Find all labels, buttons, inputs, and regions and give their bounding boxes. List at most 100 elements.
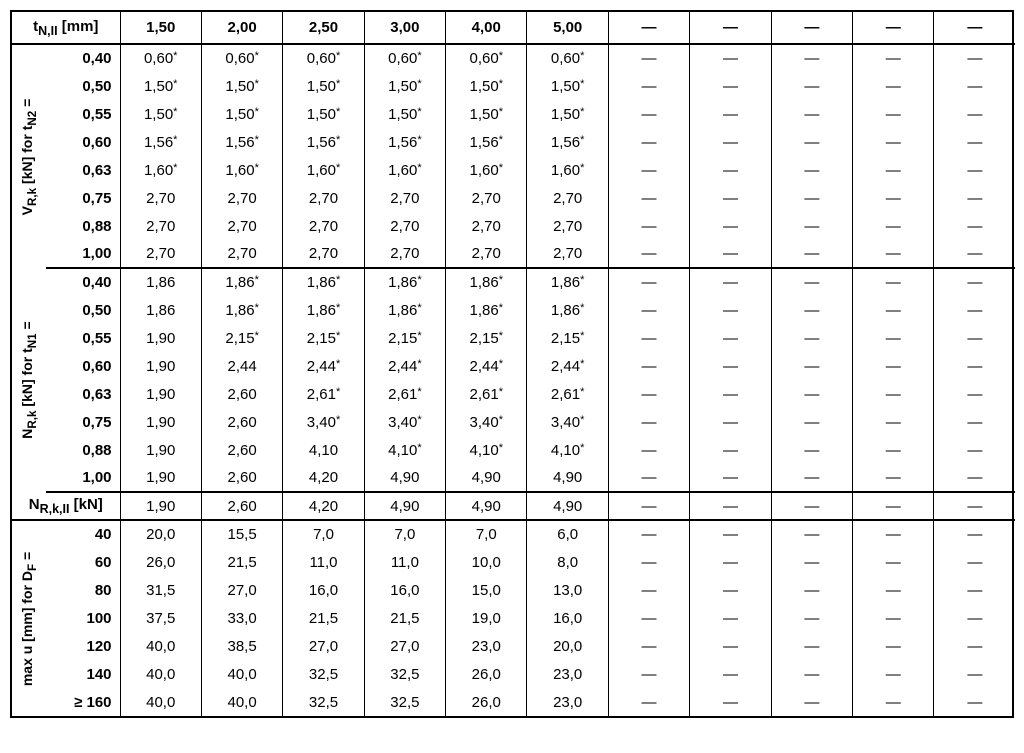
cell: — — [608, 296, 689, 324]
cell: — — [771, 408, 852, 436]
cell: 1,86* — [283, 296, 364, 324]
cell: 1,50* — [283, 100, 364, 128]
header-col: 2,50 — [283, 12, 364, 44]
cell: 1,86* — [201, 268, 282, 296]
row-label: 0,75 — [46, 408, 120, 436]
cell: — — [853, 632, 934, 660]
cell: — — [690, 492, 771, 520]
cell: 2,70 — [201, 184, 282, 212]
cell: 1,60* — [201, 156, 282, 184]
cell: — — [608, 100, 689, 128]
cell: 1,50* — [120, 100, 201, 128]
cell: — — [690, 268, 771, 296]
cell: — — [934, 352, 1015, 380]
header-col: 3,00 — [364, 12, 445, 44]
cell: 4,90 — [364, 464, 445, 492]
cell: — — [771, 548, 852, 576]
cell: — — [690, 548, 771, 576]
cell: — — [690, 44, 771, 72]
cell: 2,70 — [527, 240, 608, 268]
cell: — — [853, 100, 934, 128]
cell: — — [690, 408, 771, 436]
cell: 1,86* — [446, 296, 527, 324]
cell: 3,40* — [446, 408, 527, 436]
cell: — — [934, 324, 1015, 352]
cell: 2,60 — [201, 492, 282, 520]
cell: 37,5 — [120, 604, 201, 632]
cell: — — [853, 604, 934, 632]
row-label: 0,55 — [46, 100, 120, 128]
cell: 1,56* — [446, 128, 527, 156]
cell: — — [608, 492, 689, 520]
cell: 1,90 — [120, 464, 201, 492]
cell: 21,5 — [201, 548, 282, 576]
cell: 15,5 — [201, 520, 282, 548]
cell: 3,40* — [283, 408, 364, 436]
cell: — — [934, 268, 1015, 296]
cell: — — [853, 44, 934, 72]
row-label: 1,00 — [46, 240, 120, 268]
cell: 32,5 — [364, 688, 445, 716]
cell: 26,0 — [446, 660, 527, 688]
cell: — — [608, 380, 689, 408]
cell: 4,90 — [527, 492, 608, 520]
cell: 2,15* — [364, 324, 445, 352]
header-col: — — [608, 12, 689, 44]
cell: — — [934, 604, 1015, 632]
cell: 4,90 — [446, 492, 527, 520]
cell: 7,0 — [283, 520, 364, 548]
cell: — — [934, 72, 1015, 100]
cell: — — [934, 408, 1015, 436]
cell: 1,90 — [120, 380, 201, 408]
cell: 2,70 — [364, 184, 445, 212]
cell: — — [771, 660, 852, 688]
cell: — — [608, 604, 689, 632]
cell: 1,56* — [527, 128, 608, 156]
cell: 2,70 — [527, 184, 608, 212]
cell: — — [771, 212, 852, 240]
cell: — — [771, 128, 852, 156]
cell: — — [608, 44, 689, 72]
cell: — — [771, 268, 852, 296]
cell: — — [608, 156, 689, 184]
cell: 1,60* — [120, 156, 201, 184]
row-label: 60 — [46, 548, 120, 576]
cell: 1,60* — [446, 156, 527, 184]
cell: 2,15* — [446, 324, 527, 352]
cell: 40,0 — [201, 660, 282, 688]
cell: — — [771, 72, 852, 100]
cell: — — [690, 576, 771, 604]
cell: 2,44* — [283, 352, 364, 380]
cell: 1,50* — [283, 72, 364, 100]
header-col: 5,00 — [527, 12, 608, 44]
cell: 21,5 — [364, 604, 445, 632]
cell: — — [853, 520, 934, 548]
header-label: tN,II [mm] — [12, 12, 120, 44]
cell: — — [934, 184, 1015, 212]
cell: — — [853, 352, 934, 380]
cell: 11,0 — [364, 548, 445, 576]
cell: 2,44 — [201, 352, 282, 380]
cell: 1,90 — [120, 408, 201, 436]
cell: — — [608, 240, 689, 268]
cell: — — [853, 212, 934, 240]
cell: 2,15* — [201, 324, 282, 352]
cell: — — [934, 548, 1015, 576]
cell: — — [853, 72, 934, 100]
cell: — — [771, 184, 852, 212]
header-col: — — [690, 12, 771, 44]
cell: 2,60 — [201, 436, 282, 464]
cell: — — [934, 436, 1015, 464]
cell: 1,90 — [120, 436, 201, 464]
cell: 1,86* — [364, 268, 445, 296]
cell: 23,0 — [446, 632, 527, 660]
cell: 4,10* — [527, 436, 608, 464]
cell: — — [853, 268, 934, 296]
cell: — — [608, 408, 689, 436]
cell: — — [934, 380, 1015, 408]
cell: 10,0 — [446, 548, 527, 576]
cell: 4,90 — [364, 492, 445, 520]
cell: 32,5 — [283, 660, 364, 688]
cell: 40,0 — [120, 660, 201, 688]
cell: — — [690, 688, 771, 716]
